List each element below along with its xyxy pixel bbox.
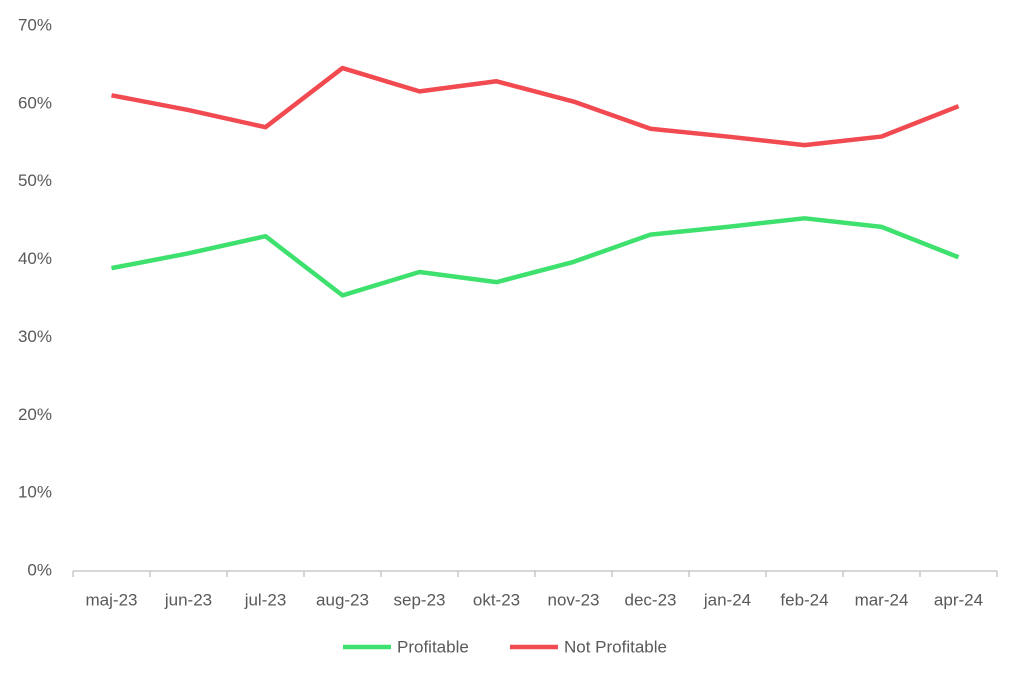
- y-tick-label: 20%: [18, 405, 52, 424]
- x-tick-label: jan-24: [703, 590, 751, 609]
- y-tick-label: 10%: [18, 483, 52, 502]
- x-tick-label: apr-24: [934, 590, 983, 609]
- legend-label: Not Profitable: [564, 637, 667, 656]
- y-tick-label: 60%: [18, 93, 52, 112]
- series-line: [111, 65, 960, 148]
- x-tick-label: maj-23: [86, 590, 138, 609]
- x-tick-label: dec-23: [625, 590, 677, 609]
- y-tick-label: 0%: [27, 560, 52, 579]
- x-tick-label: mar-24: [855, 590, 909, 609]
- series-line: [111, 216, 960, 298]
- y-tick-label: 50%: [18, 171, 52, 190]
- x-tick-label: nov-23: [548, 590, 600, 609]
- x-tick-label: jul-23: [244, 590, 287, 609]
- x-tick-label: aug-23: [316, 590, 369, 609]
- y-tick-label: 70%: [18, 15, 52, 34]
- x-tick-label: sep-23: [394, 590, 446, 609]
- x-tick-label: okt-23: [473, 590, 520, 609]
- y-tick-label: 30%: [18, 327, 52, 346]
- x-tick-label: feb-24: [780, 590, 828, 609]
- legend-label: Profitable: [397, 637, 469, 656]
- y-tick-label: 40%: [18, 249, 52, 268]
- x-tick-label: jun-23: [164, 590, 212, 609]
